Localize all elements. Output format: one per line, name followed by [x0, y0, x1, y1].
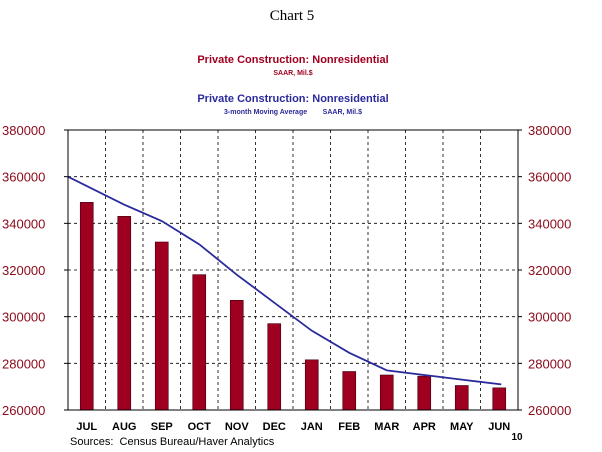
x-tick-label-nov: NOV	[225, 421, 250, 433]
legend-bars-subtitle: SAAR, Mil.$	[273, 70, 312, 77]
y-tick-label-left: 360000	[2, 170, 45, 185]
x-axis: JUL AUG SEP OCT NOV DEC JAN FEB MAR APR MAY JUN	[76, 421, 510, 433]
bar-may	[454, 385, 469, 411]
bar-dec	[267, 323, 282, 411]
x-tick-label-oct: OCT	[188, 421, 212, 433]
y-axis-left: 260000 280000 300000 320000 340000 360000 3800…	[2, 123, 68, 418]
x-tick-label-mar: MAR	[374, 421, 399, 433]
bar-mar	[379, 374, 394, 411]
line-series	[67, 175, 502, 386]
x-tick-label-may: MAY	[450, 421, 474, 433]
y-tick-label-right: 340000	[528, 216, 571, 231]
y-axis-right: 260000 280000 300000 320000 340000 360000 3800…	[518, 123, 571, 418]
y-tick-label-left: 380000	[2, 123, 45, 138]
x-tick-label-aug: AUG	[112, 421, 136, 433]
y-tick-label-right: 320000	[528, 263, 571, 278]
y-tick-label-left: 320000	[2, 263, 45, 278]
bar-oct	[192, 274, 207, 411]
y-tick-label-right: 360000	[528, 170, 571, 185]
x-tick-label-apr: APR	[413, 421, 436, 433]
y-tick-label-right: 260000	[528, 403, 571, 418]
bar-jan	[304, 359, 319, 411]
bar-feb	[342, 371, 357, 411]
bar-jun	[492, 387, 507, 411]
legend-line-subtitle: 3-month Moving Average SAAR, Mil.$	[224, 109, 362, 116]
legend-bars-name: Private Construction: Nonresidential	[197, 54, 388, 66]
bar-sep	[154, 241, 169, 411]
x-tick-label-jan: JAN	[301, 421, 323, 433]
x-tick-label-jun: JUN	[488, 421, 510, 433]
y-tick-label-right: 280000	[528, 356, 571, 371]
legend-line-name: Private Construction: Nonresidential	[197, 93, 388, 105]
source-note: Sources: Census Bureau/Haver Analytics	[70, 436, 275, 448]
y-tick-label-left: 280000	[2, 356, 45, 371]
y-tick-label-right: 380000	[528, 123, 571, 138]
y-tick-label-left: 300000	[2, 310, 45, 325]
bar-apr	[417, 375, 432, 411]
x-tick-label-dec: DEC	[263, 421, 286, 433]
y-tick-label-right: 300000	[528, 310, 571, 325]
y-tick-label-left: 260000	[2, 403, 45, 418]
year-label: 10	[511, 432, 523, 443]
moving-average-line	[67, 175, 502, 386]
x-tick-label-feb: FEB	[338, 421, 360, 433]
bar-aug	[117, 216, 132, 411]
bar-jul	[79, 202, 94, 411]
x-tick-label-jul: JUL	[76, 421, 97, 433]
bar-nov	[229, 300, 244, 411]
chart-title: Chart 5	[270, 8, 315, 24]
y-tick-label-left: 340000	[2, 216, 45, 231]
x-tick-label-sep: SEP	[151, 421, 173, 433]
grid	[68, 129, 518, 411]
bars	[79, 202, 507, 411]
